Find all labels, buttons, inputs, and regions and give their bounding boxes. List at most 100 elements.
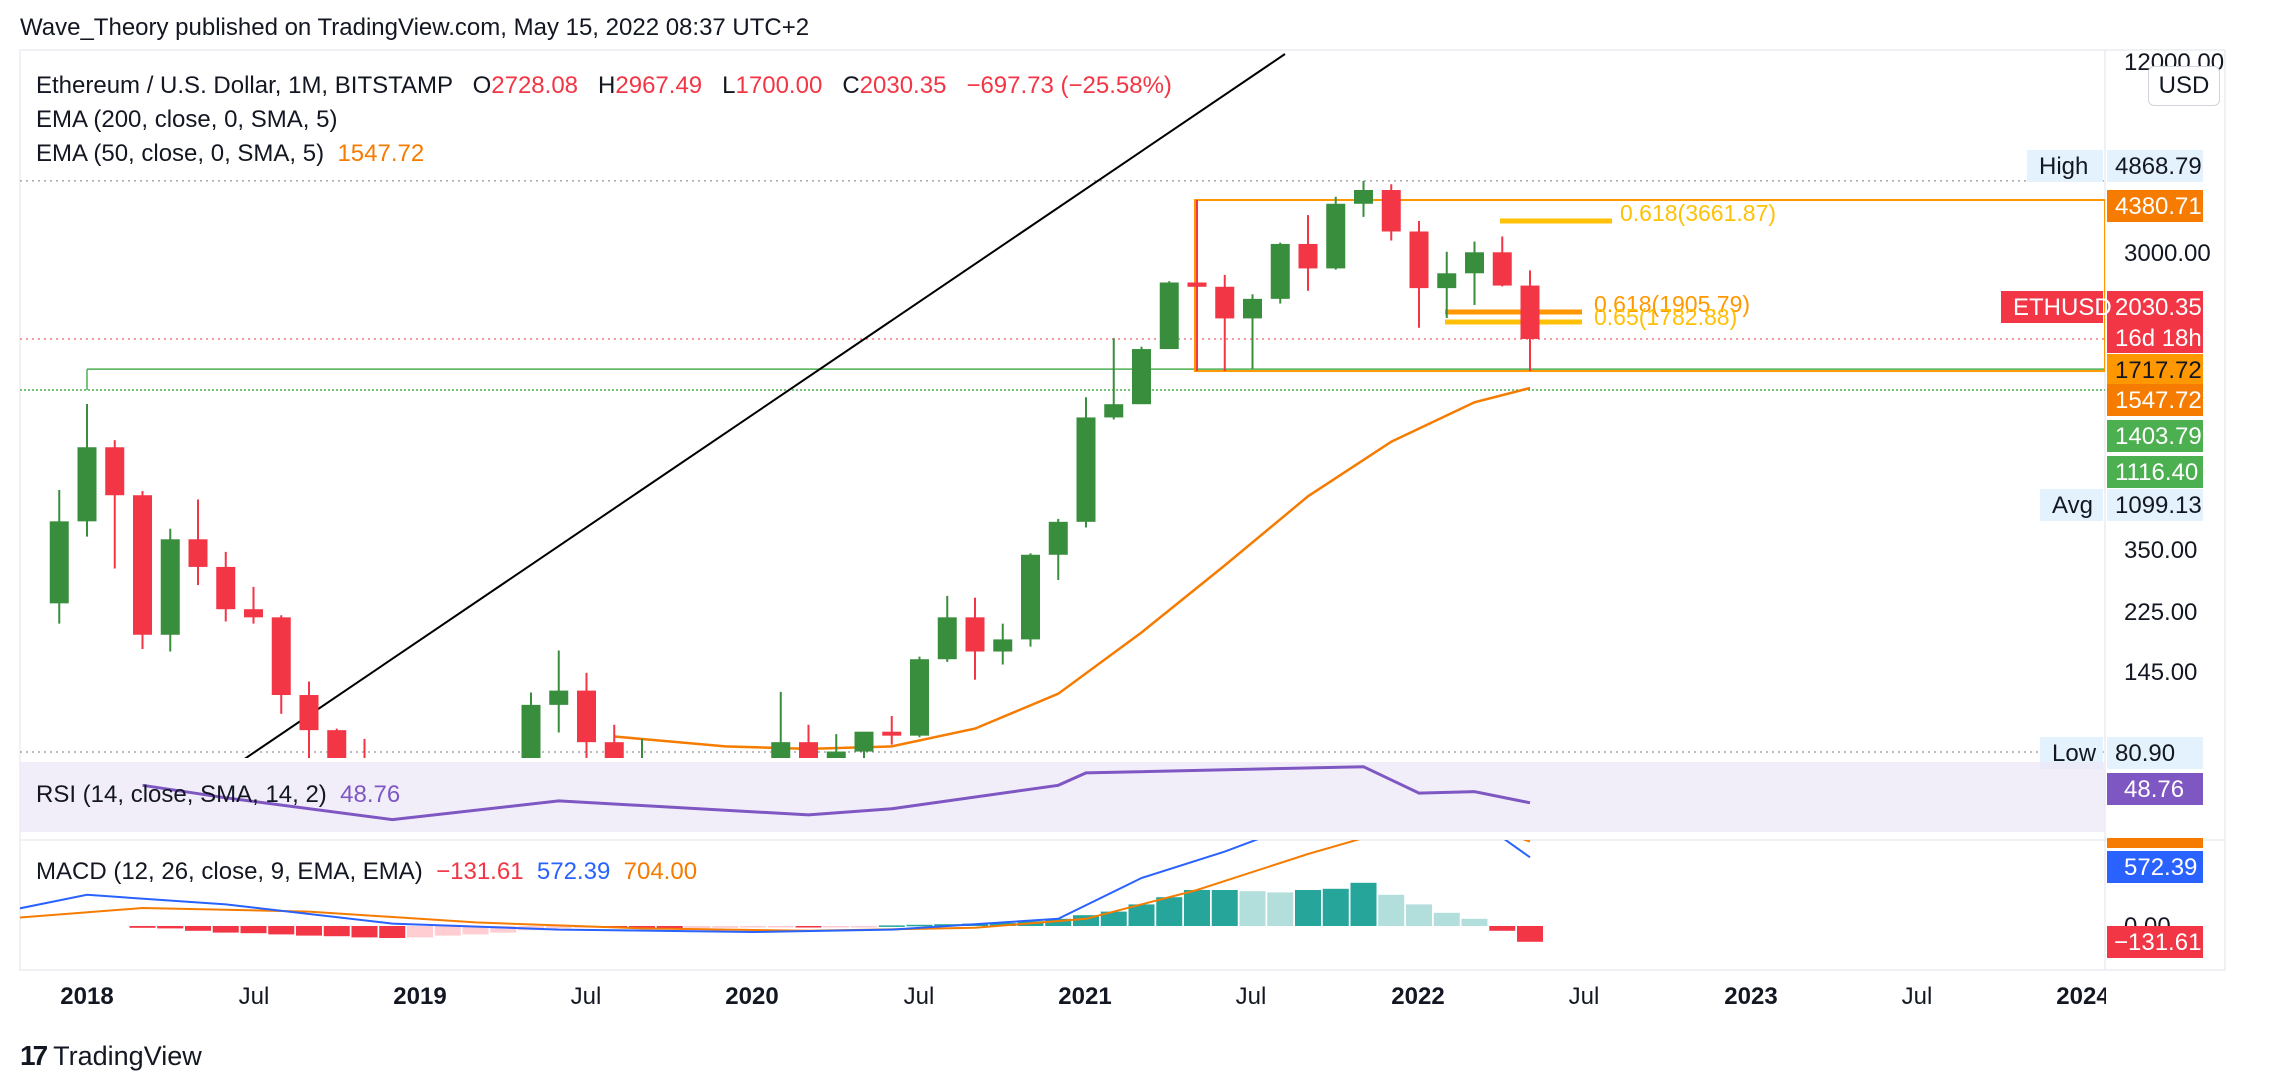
macd-hist-bar-2020-06 xyxy=(878,925,905,927)
macd-pane[interactable] xyxy=(4,792,1543,942)
candle-2020-03[interactable] xyxy=(799,724,818,902)
price-badge-1403.79[interactable]: 1403.79 xyxy=(2107,420,2203,452)
tradingview-logo[interactable]: 17 TradingView xyxy=(20,1040,202,1072)
legend-symbol: Ethereum / U.S. Dollar, 1M, BITSTAMP xyxy=(36,72,453,99)
candle-2018-05[interactable] xyxy=(188,499,208,586)
candle-2020-11[interactable] xyxy=(1021,553,1040,647)
macd-hist-bar-2018-11 xyxy=(351,926,378,938)
candle-2019-06[interactable] xyxy=(549,650,569,733)
candle-2020-02[interactable] xyxy=(771,691,791,779)
legend-macd[interactable]: MACD (12, 26, close, 9, EMA, EMA) −131.6… xyxy=(36,858,697,886)
candle-2021-11[interactable] xyxy=(1354,180,1373,217)
candle-2020-06[interactable] xyxy=(882,715,902,745)
candle-2019-05[interactable] xyxy=(521,692,541,803)
candle-2018-10[interactable] xyxy=(327,728,347,767)
price-badge-4380.71[interactable]: 4380.71 xyxy=(2107,190,2203,222)
candle-2021-05[interactable] xyxy=(1187,200,1207,372)
candle-2017-12[interactable] xyxy=(49,490,69,624)
candle-body xyxy=(1132,349,1151,405)
price-badge-label: High xyxy=(2039,153,2088,180)
legend-macd-signal: 704.00 xyxy=(623,858,698,885)
currency-button[interactable]: USD xyxy=(2148,66,2220,106)
x-tick-5: Jul xyxy=(904,983,935,1010)
candle-2022-05[interactable] xyxy=(1520,270,1540,372)
candle-2018-07[interactable] xyxy=(244,586,263,624)
legend-rsi[interactable]: RSI (14, close, SMA, 14, 2) 48.76 xyxy=(36,781,400,809)
candle-2021-04[interactable] xyxy=(1159,281,1179,350)
price-badge-value: 2030.35 xyxy=(2115,294,2202,321)
candle-2021-02[interactable] xyxy=(1104,338,1124,420)
candle-2019-08[interactable] xyxy=(604,724,624,798)
candle-body xyxy=(910,659,929,736)
price-badge-1717.72[interactable]: 1717.72 xyxy=(2107,354,2203,386)
x-tick-6: 2021 xyxy=(1058,983,1111,1010)
main-pane[interactable]: 0.618(3661.87) 0.618(1905.79)0.65(1782.88… xyxy=(20,53,2105,919)
countdown-bg xyxy=(2107,323,2203,353)
price-badge-1099.13[interactable]: 1099.13 Avg xyxy=(2040,489,2203,521)
candle-2018-01[interactable] xyxy=(77,403,97,537)
candle-2021-06[interactable] xyxy=(1215,274,1235,372)
candle-2020-04[interactable] xyxy=(826,734,846,836)
candle-2018-09[interactable] xyxy=(299,681,319,792)
candle-2022-03[interactable] xyxy=(1465,241,1484,306)
candle-2021-03[interactable] xyxy=(1132,346,1151,405)
candle-2020-07[interactable] xyxy=(910,656,929,738)
rsi-line[interactable] xyxy=(142,765,1531,822)
macd-hist-badge-bg xyxy=(2107,926,2203,958)
candle-2018-08[interactable] xyxy=(271,615,291,714)
price-badge-value: 4868.79 xyxy=(2115,153,2202,180)
macd-signal-line[interactable] xyxy=(4,829,1531,932)
candle-2022-04[interactable] xyxy=(1492,236,1512,287)
candle-2020-10[interactable] xyxy=(993,623,1013,665)
ema50-line[interactable] xyxy=(614,386,1531,751)
candle-2019-09[interactable] xyxy=(633,738,652,802)
price-badge-bg xyxy=(2107,354,2203,386)
candle-2018-02[interactable] xyxy=(105,440,125,569)
candle-2022-02[interactable] xyxy=(1437,251,1457,319)
candle-body xyxy=(1076,417,1096,522)
candle-2018-06[interactable] xyxy=(216,551,236,622)
candle-body xyxy=(1381,189,1401,232)
macd-line[interactable] xyxy=(4,792,1531,934)
price-badge-label-bg xyxy=(2040,489,2103,521)
candle-2021-08[interactable] xyxy=(1270,242,1290,304)
macd-hist-bar-2018-10 xyxy=(323,926,350,937)
legend-rsi-value: 48.76 xyxy=(340,781,401,808)
macd-line-badge-bg xyxy=(2107,851,2203,883)
legend-ema50[interactable]: EMA (50, close, 0, SMA, 5) 1547.72 xyxy=(36,140,424,168)
candle-body xyxy=(1243,298,1262,319)
candle-body xyxy=(1437,273,1457,289)
x-tick-12: 2024 xyxy=(2056,983,2110,1010)
macd-hist-bar-2020-05 xyxy=(851,926,877,928)
rsi-band xyxy=(20,762,2105,832)
candle-2021-07[interactable] xyxy=(1243,294,1262,369)
price-badge-4868.79[interactable]: 4868.79 High xyxy=(2027,150,2203,182)
price-badge-value: 1403.79 xyxy=(2115,423,2202,450)
price-badge-1116.40[interactable]: 1116.40 xyxy=(2107,456,2203,488)
candle-2019-07[interactable] xyxy=(577,672,596,763)
candle-2022-01[interactable] xyxy=(1409,221,1429,328)
price-badge-1547.72[interactable]: 1547.72 xyxy=(2107,384,2203,416)
candle-2021-09[interactable] xyxy=(1298,215,1318,291)
publisher-caption: Wave_Theory published on TradingView.com… xyxy=(20,14,810,41)
candle-2018-04[interactable] xyxy=(160,528,180,652)
trendline[interactable] xyxy=(240,53,1286,762)
candle-2020-08[interactable] xyxy=(937,595,957,662)
candle-2021-10[interactable] xyxy=(1326,196,1346,270)
price-badge-bg xyxy=(2107,737,2203,769)
candle-2020-09[interactable] xyxy=(965,597,985,680)
legend-ema200[interactable]: EMA (200, close, 0, SMA, 5) xyxy=(36,106,337,134)
macd-hist-bar-2021-11 xyxy=(1350,882,1377,926)
candle-2020-05[interactable] xyxy=(854,731,874,780)
candle-body xyxy=(993,639,1013,652)
y-tick-350.00: 350.00 xyxy=(2124,537,2197,564)
candle-2020-12[interactable] xyxy=(1048,518,1068,580)
price-badge-value: 1099.13 xyxy=(2115,492,2202,519)
candle-2021-12[interactable] xyxy=(1381,184,1401,241)
candle-2021-01[interactable] xyxy=(1076,397,1096,528)
x-tick-1: Jul xyxy=(239,983,270,1010)
candle-2018-03[interactable] xyxy=(133,491,152,650)
